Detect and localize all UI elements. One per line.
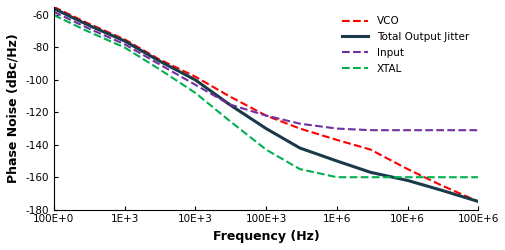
Input bbox=[155, 62, 161, 65]
VCO bbox=[263, 114, 269, 117]
Input bbox=[474, 129, 480, 132]
Input bbox=[192, 83, 198, 86]
VCO bbox=[437, 184, 443, 187]
Line: VCO: VCO bbox=[54, 7, 477, 202]
Total Output Jitter bbox=[50, 7, 57, 10]
Total Output Jitter bbox=[437, 189, 443, 192]
Line: Total Output Jitter: Total Output Jitter bbox=[54, 8, 477, 202]
Total Output Jitter bbox=[155, 59, 161, 62]
Total Output Jitter bbox=[296, 146, 302, 150]
XTAL bbox=[404, 176, 410, 179]
XTAL bbox=[296, 168, 302, 170]
Y-axis label: Phase Noise (dBc/Hz): Phase Noise (dBc/Hz) bbox=[7, 34, 20, 183]
VCO bbox=[333, 138, 339, 141]
VCO bbox=[226, 95, 232, 98]
XTAL bbox=[121, 46, 127, 49]
XTAL bbox=[155, 67, 161, 70]
VCO bbox=[192, 75, 198, 78]
Legend: VCO, Total Output Jitter, Input, XTAL: VCO, Total Output Jitter, Input, XTAL bbox=[337, 12, 472, 78]
Total Output Jitter bbox=[84, 23, 90, 26]
VCO bbox=[50, 6, 57, 8]
Input bbox=[84, 26, 90, 30]
Line: XTAL: XTAL bbox=[54, 15, 477, 177]
Input bbox=[296, 122, 302, 125]
XTAL bbox=[474, 176, 480, 179]
Total Output Jitter bbox=[263, 127, 269, 130]
VCO bbox=[474, 200, 480, 203]
Total Output Jitter bbox=[192, 78, 198, 82]
VCO bbox=[121, 38, 127, 41]
X-axis label: Frequency (Hz): Frequency (Hz) bbox=[212, 230, 319, 243]
VCO bbox=[296, 127, 302, 130]
XTAL bbox=[226, 119, 232, 122]
Total Output Jitter bbox=[226, 103, 232, 106]
Total Output Jitter bbox=[333, 160, 339, 162]
Input bbox=[121, 43, 127, 46]
Input bbox=[263, 114, 269, 117]
Input bbox=[50, 10, 57, 13]
Total Output Jitter bbox=[404, 179, 410, 182]
XTAL bbox=[437, 176, 443, 179]
XTAL bbox=[367, 176, 373, 179]
Input bbox=[437, 129, 443, 132]
XTAL bbox=[84, 30, 90, 33]
Total Output Jitter bbox=[474, 200, 480, 203]
Input bbox=[404, 129, 410, 132]
VCO bbox=[367, 148, 373, 151]
Total Output Jitter bbox=[121, 40, 127, 42]
Line: Input: Input bbox=[54, 12, 477, 130]
Input bbox=[333, 127, 339, 130]
XTAL bbox=[333, 176, 339, 179]
VCO bbox=[155, 57, 161, 60]
VCO bbox=[84, 22, 90, 25]
Input bbox=[367, 129, 373, 132]
XTAL bbox=[50, 14, 57, 16]
Input bbox=[226, 103, 232, 106]
Total Output Jitter bbox=[367, 171, 373, 174]
VCO bbox=[404, 168, 410, 170]
XTAL bbox=[192, 92, 198, 94]
XTAL bbox=[263, 148, 269, 151]
